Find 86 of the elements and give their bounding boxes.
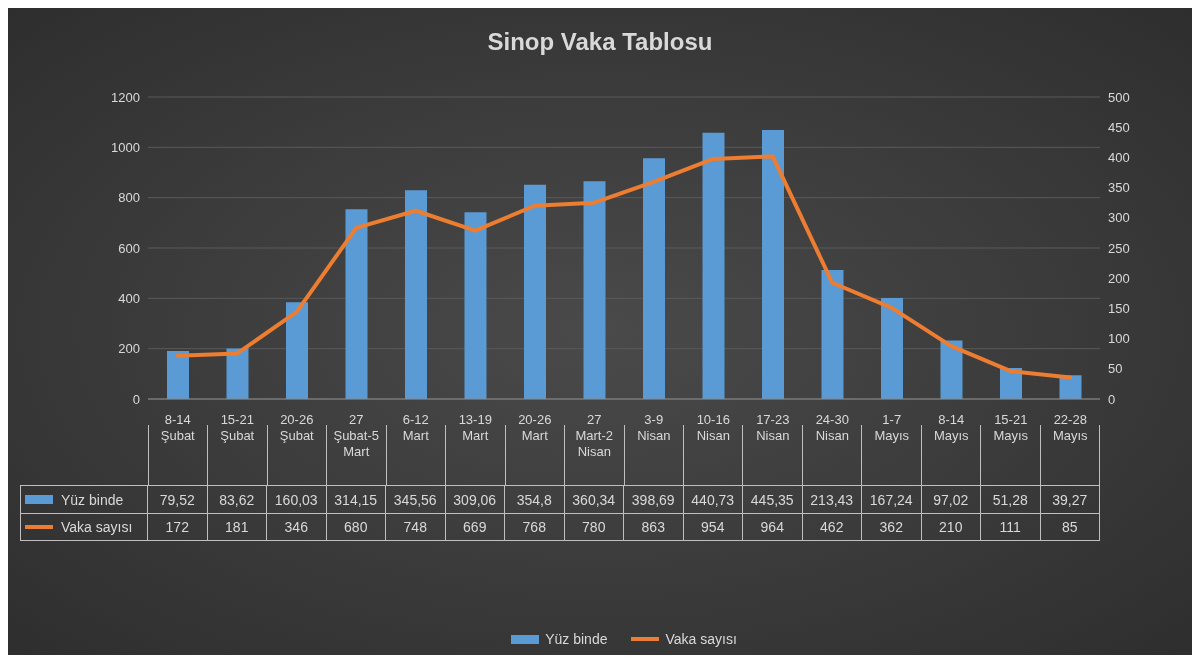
data-label: 780 xyxy=(564,514,624,540)
x-tick-label: 24-30 Nisan xyxy=(815,412,849,443)
y2-tick-label: 400 xyxy=(1108,150,1130,166)
x-tick-label: 20-26 Şubat xyxy=(279,412,315,443)
line-series xyxy=(175,154,1073,380)
x-tick-label: 20-26 Mart xyxy=(518,412,552,443)
data-label: 213,43 xyxy=(802,486,862,513)
x-tick-label: 27 Şubat-5 Mart xyxy=(333,412,380,459)
x-tick-label: 17-23 Nisan xyxy=(756,412,790,443)
data-label: 462 xyxy=(802,514,862,540)
chart-title: Sinop Vaka Tablosu xyxy=(486,28,714,56)
y-tick-label: 0 xyxy=(132,391,140,407)
data-label: 360,34 xyxy=(564,486,624,513)
bar xyxy=(940,340,963,399)
y2-tick-label: 0 xyxy=(1108,391,1116,407)
data-label: 964 xyxy=(743,514,803,540)
bar xyxy=(881,297,903,399)
bar xyxy=(226,348,249,399)
y2-tick-label: 100 xyxy=(1108,331,1130,347)
bar xyxy=(524,184,546,399)
y-tick-label: 1000 xyxy=(111,139,140,155)
x-tick-label: 27 Mart-2 Nisan xyxy=(575,412,614,459)
data-label: 398,69 xyxy=(624,486,684,513)
x-tick-label: 8-14 Mayıs xyxy=(933,412,970,443)
data-label: 97,02 xyxy=(921,486,981,513)
bar xyxy=(286,302,308,399)
x-tick-label: 15-21 Mayıs xyxy=(993,412,1029,443)
text: Vaka sayısı xyxy=(665,631,737,647)
bar xyxy=(821,270,844,399)
data-label: 83,62 xyxy=(207,486,267,513)
y-tick-label: 800 xyxy=(118,190,140,206)
bar xyxy=(345,209,368,399)
y-tick-label: 200 xyxy=(118,341,140,357)
bar xyxy=(762,130,784,399)
data-label: 345,56 xyxy=(386,486,446,513)
bar xyxy=(167,350,189,399)
x-tick-label: 15-21 Şubat xyxy=(220,412,255,443)
data-label: 680 xyxy=(326,514,386,540)
data-label: 111 xyxy=(981,514,1041,540)
data-label: 748 xyxy=(386,514,446,540)
bar xyxy=(583,181,606,399)
y-tick-label: 1200 xyxy=(111,89,140,105)
bar xyxy=(464,212,487,399)
data-label: 863 xyxy=(624,514,684,540)
y2-tick-label: 200 xyxy=(1108,270,1130,286)
data-label: 172 xyxy=(148,514,208,540)
y2-tick-label: 250 xyxy=(1108,240,1130,256)
y-tick-label: 400 xyxy=(118,290,140,306)
y-tick-label: 600 xyxy=(118,240,140,256)
y2-tick-label: 300 xyxy=(1108,210,1130,226)
data-label: 354,8 xyxy=(505,486,565,513)
y2-tick-label: 350 xyxy=(1108,180,1130,196)
x-tick-label: 13-19 Mart xyxy=(458,412,492,443)
data-label: 79,52 xyxy=(148,486,208,513)
bar xyxy=(405,190,427,399)
bar xyxy=(643,158,665,399)
data-label: 669 xyxy=(445,514,505,540)
bar xyxy=(702,132,725,399)
data-label: 51,28 xyxy=(981,486,1041,513)
data-label: 954 xyxy=(683,514,743,540)
y2-tick-label: 50 xyxy=(1108,361,1123,377)
data-label: 440,73 xyxy=(683,486,743,513)
x-tick-label: 6-12 Mart xyxy=(402,412,430,443)
data-label: 181 xyxy=(207,514,267,540)
data-label: 85 xyxy=(1040,514,1100,540)
x-tick-label: 22-28 Mayıs xyxy=(1052,412,1089,443)
data-label: 314,15 xyxy=(326,486,386,513)
data-label: 39,27 xyxy=(1040,486,1100,513)
x-tick-label: 3-9 Nisan xyxy=(637,412,671,443)
legend-label: Yüz binde xyxy=(61,491,124,508)
x-tick-label: 8-14 Şubat xyxy=(160,412,196,443)
data-label: 362 xyxy=(862,514,922,540)
x-tick-label: 10-16 Nisan xyxy=(696,412,730,443)
data-label: 346 xyxy=(267,514,327,540)
legend-label: Vaka sayısı xyxy=(61,519,133,535)
data-label: 309,06 xyxy=(445,486,505,513)
x-tick-label: 1-7 Mayıs xyxy=(874,412,910,443)
y2-tick-label: 450 xyxy=(1108,119,1130,135)
data-label: 210 xyxy=(921,514,981,540)
y2-tick-label: 150 xyxy=(1108,301,1130,317)
y2-tick-label: 500 xyxy=(1108,89,1130,105)
text: Yüz binde xyxy=(545,631,608,647)
data-label: 167,24 xyxy=(862,486,922,513)
data-label: 160,03 xyxy=(267,486,327,513)
data-label: 445,35 xyxy=(743,486,803,513)
data-label: 768 xyxy=(505,514,565,540)
